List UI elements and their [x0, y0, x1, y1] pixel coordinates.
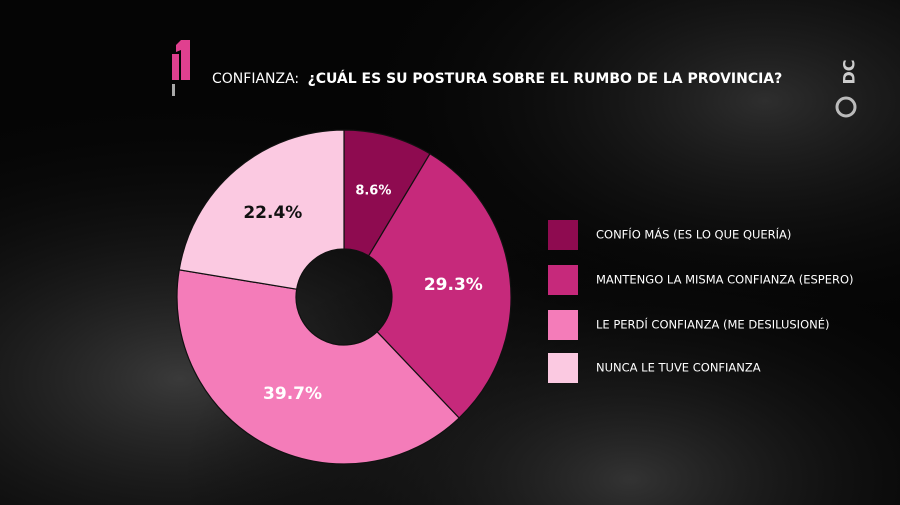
- legend-label: LE PERDÍ CONFIANZA (ME DESILUSIONÉ): [596, 317, 829, 332]
- legend: CONFÍO MÁS (ES LO QUE QUERÍA) MANTENGO LA…: [548, 220, 854, 383]
- legend-swatch: [548, 310, 578, 340]
- legend-swatch: [548, 220, 578, 250]
- logo: [172, 40, 190, 96]
- logo-shape: [176, 40, 190, 80]
- data-label: 29.3%: [424, 275, 483, 295]
- legend-label: CONFÍO MÁS (ES LO QUE QUERÍA): [596, 227, 791, 242]
- brand: DC: [840, 59, 859, 84]
- slice: [178, 129, 345, 290]
- legend-label: NUNCA LE TUVE CONFIANZA: [596, 361, 761, 375]
- legend-label: MANTENGO LA MISMA CONFIANZA (ESPERO): [596, 273, 854, 287]
- slice: [367, 152, 512, 419]
- chart-title: CONFIANZA: ¿CUÁL ES SU POSTURA SOBRE EL …: [212, 70, 782, 87]
- data-label: 22.4%: [243, 203, 302, 223]
- logo-shape: [172, 84, 175, 96]
- title-main: ¿CUÁL ES SU POSTURA SOBRE EL RUMBO DE LA…: [308, 70, 783, 87]
- logo-shape: [172, 54, 179, 80]
- legend-swatch: [548, 265, 578, 295]
- legend-swatch: [548, 353, 578, 383]
- data-label: 39.7%: [263, 384, 322, 404]
- donut: 8.6% 29.3% 39.7% 22.4%: [176, 129, 512, 465]
- brand-icon: [835, 96, 857, 118]
- slice: [176, 269, 460, 465]
- title-prefix: CONFIANZA:: [212, 71, 299, 87]
- data-label: 8.6%: [355, 183, 391, 198]
